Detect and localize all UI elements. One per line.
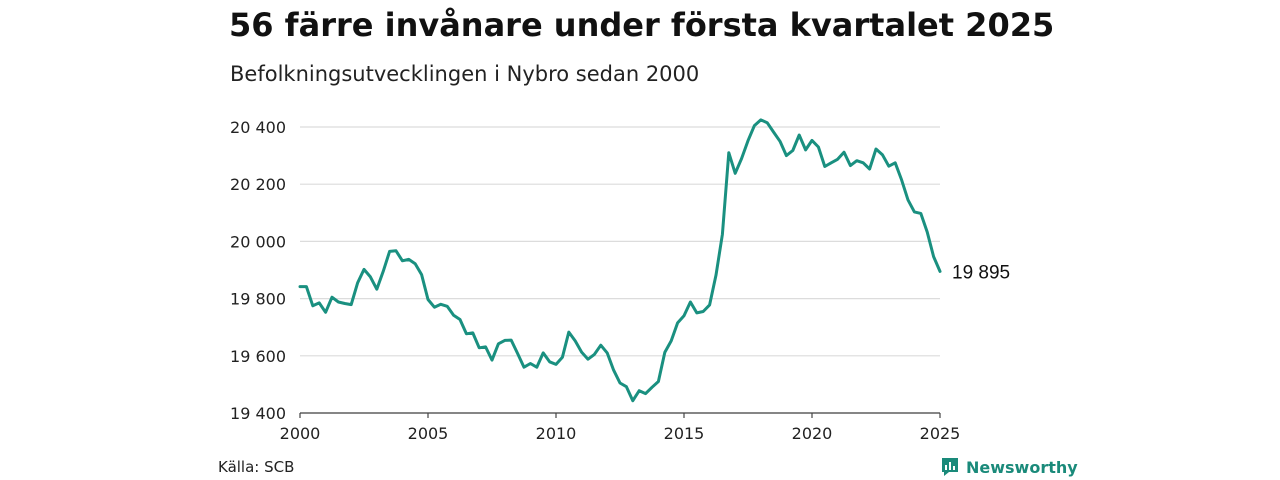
y-tick-label: 19 800 (230, 290, 286, 309)
end-value-label: 19 895 (952, 262, 1010, 283)
x-tick-label: 2015 (664, 424, 705, 443)
y-tick-label: 19 400 (230, 404, 286, 423)
y-axis-ticks: 19 400 19 600 19 800 20 000 20 200 20 400 (230, 118, 286, 423)
chart-subtitle: Befolkningsutvecklingen i Nybro sedan 20… (230, 62, 700, 86)
y-tick-label: 19 600 (230, 347, 286, 366)
brand-logo: Newsworthy (940, 456, 1078, 478)
x-tick-label: 2020 (792, 424, 833, 443)
series-layer (298, 118, 942, 403)
brand-name: Newsworthy (966, 457, 1078, 477)
x-tick-label: 2025 (920, 424, 961, 443)
series-line (298, 118, 942, 403)
source-note: Källa: SCB (218, 458, 295, 476)
x-tick-label: 2005 (408, 424, 449, 443)
end-label-layer: 19 895 (952, 262, 1010, 283)
y-tick-label: 20 200 (230, 175, 286, 194)
y-tick-label: 20 400 (230, 118, 286, 137)
chart-title: 56 färre invånare under första kvartalet… (229, 6, 1055, 44)
newsworthy-logo-icon (942, 458, 958, 476)
x-tick-label: 2000 (280, 424, 321, 443)
x-axis-ticks: 2000 2005 2010 2015 2020 2025 (280, 413, 961, 443)
grid-lines (300, 126, 940, 414)
y-tick-label: 20 000 (230, 232, 286, 251)
x-tick-label: 2010 (536, 424, 577, 443)
line-chart: 19 400 19 600 19 800 20 000 20 200 20 400 200… (230, 118, 1010, 443)
